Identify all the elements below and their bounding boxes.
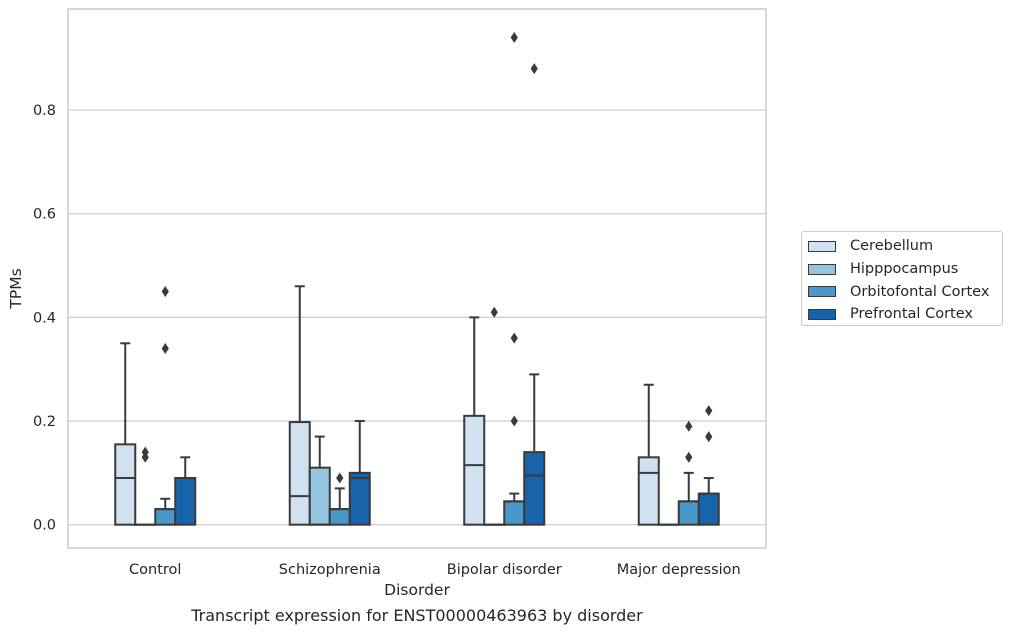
box (697, 492, 720, 526)
legend: Cerebellum Hipppocampus Orbitofontal Cor… (801, 231, 1003, 326)
x-tick-label: Schizophrenia (279, 562, 381, 578)
box (328, 508, 351, 526)
figure-caption: Transcript expression for ENST0000046396… (191, 606, 643, 625)
outlier-point (510, 32, 518, 44)
outlier-point (685, 420, 693, 432)
x-tick-label: Bipolar disorder (447, 562, 562, 578)
legend-item-orbitofrontal: Orbitofontal Cortex (808, 280, 1002, 303)
outlier-point (510, 415, 518, 427)
outlier-point (705, 431, 713, 443)
legend-label: Prefrontal Cortex (850, 306, 973, 323)
outlier-point (685, 451, 693, 463)
outlier-point (510, 332, 518, 344)
box (154, 508, 177, 526)
outlier-point (490, 306, 498, 318)
y-axis-label: TPMs (7, 268, 25, 309)
x-axis-label: Disorder (384, 581, 450, 599)
legend-item-cerebellum: Cerebellum (808, 235, 1002, 258)
outlier-point (336, 472, 344, 484)
plot-frame (67, 8, 767, 549)
legend-swatch-hippocampus (808, 263, 836, 275)
y-tick-label: 0.0 (33, 518, 56, 534)
box (174, 477, 197, 526)
x-tick-label: Control (129, 562, 181, 578)
legend-swatch-orbitofrontal (808, 286, 836, 298)
outlier-point (161, 285, 169, 297)
legend-swatch-prefrontal (808, 308, 836, 320)
y-tick-label: 0.6 (33, 207, 56, 223)
legend-label: Hipppocampus (850, 261, 959, 278)
outlier-point (161, 342, 169, 354)
box (288, 421, 311, 526)
box (637, 456, 660, 526)
outlier-point (705, 405, 713, 417)
legend-label: Orbitofontal Cortex (850, 283, 990, 300)
legend-label: Cerebellum (850, 238, 934, 255)
box (503, 500, 526, 526)
y-tick-label: 0.4 (33, 310, 56, 326)
box (463, 414, 486, 526)
y-tick-label: 0.2 (33, 414, 56, 430)
legend-item-prefrontal: Prefrontal Cortex (808, 303, 1002, 326)
box (348, 471, 371, 526)
x-tick-label: Major depression (617, 562, 741, 578)
outlier-point (141, 446, 149, 458)
box (308, 466, 331, 526)
box (523, 451, 546, 526)
box (114, 443, 137, 526)
outlier-point (530, 63, 538, 75)
box (677, 500, 700, 526)
y-tick-label: 0.8 (33, 103, 56, 119)
legend-swatch-cerebellum (808, 240, 836, 252)
legend-item-hippocampus: Hipppocampus (808, 258, 1002, 281)
